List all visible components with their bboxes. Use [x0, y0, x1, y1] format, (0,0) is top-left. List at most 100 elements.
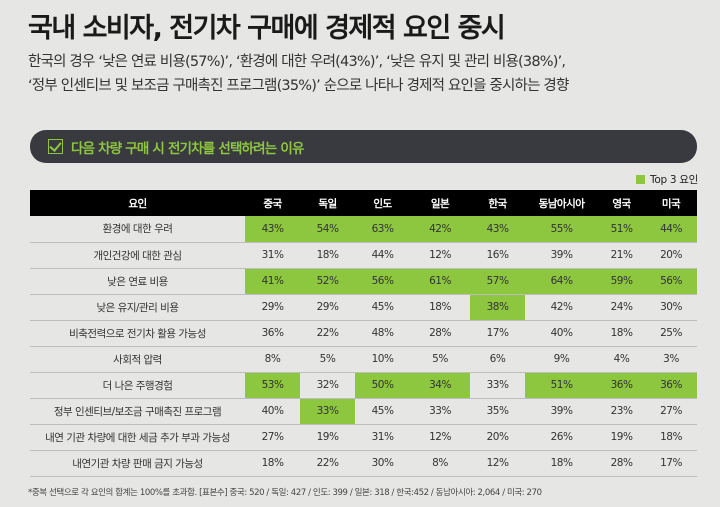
- value-cell: 22%: [300, 320, 355, 347]
- value-cell: 42%: [525, 294, 598, 321]
- column-header: 미국: [645, 190, 697, 216]
- subtitle-line-2: ‘정부 인센티브 및 보조금 구매촉진 프로그램(35%)’ 순으로 나타나 경…: [28, 78, 569, 94]
- value-cell: 21%: [598, 242, 645, 269]
- column-header: 요인: [30, 190, 245, 216]
- table-header-row: 요인 중국 독일 인도 일본 한국 동남아시아 영국 미국: [30, 190, 697, 216]
- value-cell: 57%: [470, 268, 525, 295]
- value-cell: 10%: [355, 346, 410, 373]
- value-cell: 30%: [355, 450, 410, 477]
- value-cell: 5%: [410, 346, 470, 373]
- value-cell: 6%: [470, 346, 525, 373]
- value-cell: 45%: [355, 398, 410, 425]
- value-cell: 56%: [645, 268, 697, 295]
- value-cell: 17%: [470, 320, 525, 347]
- value-cell: 51%: [525, 372, 598, 399]
- value-cell: 28%: [410, 320, 470, 347]
- value-cell: 40%: [245, 398, 300, 425]
- value-cell: 20%: [645, 242, 697, 269]
- value-cell: 42%: [410, 216, 470, 243]
- factor-cell: 내연 기관 차량에 대한 세금 추가 부과 가능성: [30, 424, 245, 451]
- value-cell: 53%: [245, 372, 300, 399]
- value-cell: 56%: [355, 268, 410, 295]
- column-header: 독일: [300, 190, 355, 216]
- column-header: 중국: [245, 190, 300, 216]
- table-row: 사회적 압력 8% 5% 10% 5% 6% 9% 4% 3%: [30, 346, 697, 373]
- value-cell: 31%: [245, 242, 300, 269]
- table-row: 비축전력으로 전기차 활용 가능성 36% 22% 48% 28% 17% 40% 18% 25…: [30, 320, 697, 347]
- value-cell: 27%: [645, 398, 697, 425]
- value-cell: 52%: [300, 268, 355, 295]
- value-cell: 5%: [300, 346, 355, 373]
- footnote: *중복 선택으로 각 요인의 합계는 100%를 초과함. [표본수] 중국: …: [28, 488, 542, 498]
- column-header: 동남아시아: [525, 190, 598, 216]
- factor-cell: 비축전력으로 전기차 활용 가능성: [30, 320, 245, 347]
- value-cell: 23%: [598, 398, 645, 425]
- factor-cell: 낮은 유지/관리 비용: [30, 294, 245, 321]
- value-cell: 18%: [245, 450, 300, 477]
- value-cell: 61%: [410, 268, 470, 295]
- column-header: 영국: [598, 190, 645, 216]
- value-cell: 9%: [525, 346, 598, 373]
- value-cell: 48%: [355, 320, 410, 347]
- table-row: 낮은 유지/관리 비용 29% 29% 45% 18% 38% 42% 24% 30%: [30, 294, 697, 321]
- table-row: 정부 인센티브/보조금 구매촉진 프로그램 40% 33% 45% 33% 35% 39% 2…: [30, 398, 697, 425]
- value-cell: 64%: [525, 268, 598, 295]
- value-cell: 34%: [410, 372, 470, 399]
- table-row: 내연 기관 차량에 대한 세금 추가 부과 가능성 27% 19% 31% 12% 20%…: [30, 424, 697, 451]
- table-row: 내연기관 차량 판매 금지 가능성 18% 22% 30% 8% 12% 18% 28% 17%: [30, 450, 697, 477]
- value-cell: 29%: [245, 294, 300, 321]
- checkbox-icon: [48, 139, 63, 154]
- value-cell: 36%: [598, 372, 645, 399]
- value-cell: 19%: [300, 424, 355, 451]
- value-cell: 36%: [645, 372, 697, 399]
- factor-cell: 개인건강에 대한 관심: [30, 242, 245, 269]
- value-cell: 29%: [300, 294, 355, 321]
- section-title: 다음 차량 구매 시 전기차를 선택하려는 이유: [71, 140, 304, 157]
- value-cell: 26%: [525, 424, 598, 451]
- column-header: 인도: [355, 190, 410, 216]
- column-header: 일본: [410, 190, 470, 216]
- value-cell: 12%: [410, 242, 470, 269]
- value-cell: 22%: [300, 450, 355, 477]
- value-cell: 18%: [300, 242, 355, 269]
- value-cell: 50%: [355, 372, 410, 399]
- factor-cell: 더 나은 주행경험: [30, 372, 245, 399]
- value-cell: 33%: [300, 398, 355, 425]
- value-cell: 63%: [355, 216, 410, 243]
- value-cell: 30%: [645, 294, 697, 321]
- value-cell: 44%: [645, 216, 697, 243]
- table-row: 개인건강에 대한 관심 31% 18% 44% 12% 16% 39% 21% 20%: [30, 242, 697, 269]
- value-cell: 24%: [598, 294, 645, 321]
- reasons-table: 요인 중국 독일 인도 일본 한국 동남아시아 영국 미국 환경에 대한 우려 43% 54% 63%…: [30, 190, 697, 477]
- value-cell: 3%: [645, 346, 697, 373]
- table-row: 환경에 대한 우려 43% 54% 63% 42% 43% 55% 51% 44%: [30, 216, 697, 243]
- table-row: 더 나은 주행경험 53% 32% 50% 34% 33% 51% 36% 36%: [30, 372, 697, 399]
- value-cell: 25%: [645, 320, 697, 347]
- factor-cell: 환경에 대한 우려: [30, 216, 245, 243]
- value-cell: 20%: [470, 424, 525, 451]
- value-cell: 31%: [355, 424, 410, 451]
- value-cell: 43%: [245, 216, 300, 243]
- value-cell: 18%: [410, 294, 470, 321]
- value-cell: 45%: [355, 294, 410, 321]
- value-cell: 19%: [598, 424, 645, 451]
- factor-cell: 내연기관 차량 판매 금지 가능성: [30, 450, 245, 477]
- value-cell: 33%: [410, 398, 470, 425]
- value-cell: 16%: [470, 242, 525, 269]
- value-cell: 38%: [470, 294, 525, 321]
- value-cell: 59%: [598, 268, 645, 295]
- value-cell: 18%: [645, 424, 697, 451]
- value-cell: 8%: [410, 450, 470, 477]
- value-cell: 43%: [470, 216, 525, 243]
- value-cell: 18%: [598, 320, 645, 347]
- value-cell: 8%: [245, 346, 300, 373]
- factor-cell: 정부 인센티브/보조금 구매촉진 프로그램: [30, 398, 245, 425]
- legend-label: Top 3 요인: [650, 174, 698, 186]
- value-cell: 51%: [598, 216, 645, 243]
- value-cell: 35%: [470, 398, 525, 425]
- section-header: 다음 차량 구매 시 전기차를 선택하려는 이유: [30, 130, 697, 163]
- subtitle-line-1: 한국의 경우 ‘낮은 연료 비용(57%)’, ‘환경에 대한 우려(43%)’…: [28, 54, 566, 70]
- value-cell: 55%: [525, 216, 598, 243]
- factor-cell: 사회적 압력: [30, 346, 245, 373]
- value-cell: 12%: [470, 450, 525, 477]
